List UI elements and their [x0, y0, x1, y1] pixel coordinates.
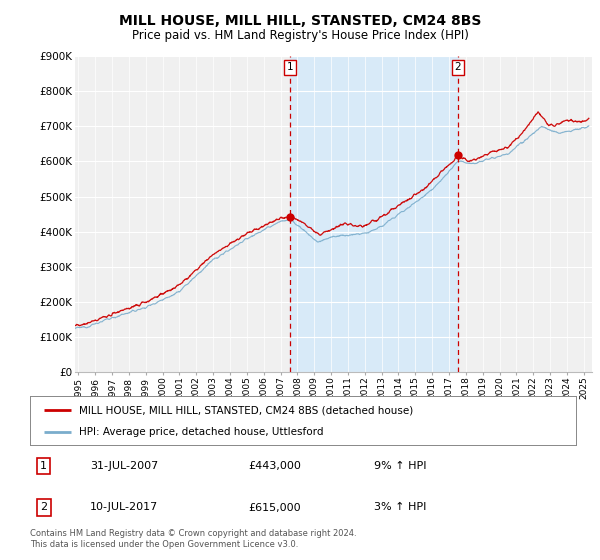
Text: MILL HOUSE, MILL HILL, STANSTED, CM24 8BS (detached house): MILL HOUSE, MILL HILL, STANSTED, CM24 8B… [79, 405, 413, 415]
Bar [290, 56, 458, 372]
Text: 3% ↑ HPI: 3% ↑ HPI [374, 502, 427, 512]
Text: 9% ↑ HPI: 9% ↑ HPI [374, 461, 427, 471]
Text: 2: 2 [455, 62, 461, 72]
Text: HPI: Average price, detached house, Uttlesford: HPI: Average price, detached house, Uttl… [79, 427, 323, 437]
Text: Price paid vs. HM Land Registry's House Price Index (HPI): Price paid vs. HM Land Registry's House … [131, 29, 469, 42]
Text: £443,000: £443,000 [248, 461, 301, 471]
Text: 10-JUL-2017: 10-JUL-2017 [90, 502, 158, 512]
Text: £615,000: £615,000 [248, 502, 301, 512]
Text: 31-JUL-2007: 31-JUL-2007 [90, 461, 158, 471]
Text: 1: 1 [40, 461, 47, 471]
Text: 2: 2 [40, 502, 47, 512]
Text: MILL HOUSE, MILL HILL, STANSTED, CM24 8BS: MILL HOUSE, MILL HILL, STANSTED, CM24 8B… [119, 14, 481, 28]
Text: Contains HM Land Registry data © Crown copyright and database right 2024.
This d: Contains HM Land Registry data © Crown c… [30, 529, 356, 549]
Text: 1: 1 [287, 62, 293, 72]
